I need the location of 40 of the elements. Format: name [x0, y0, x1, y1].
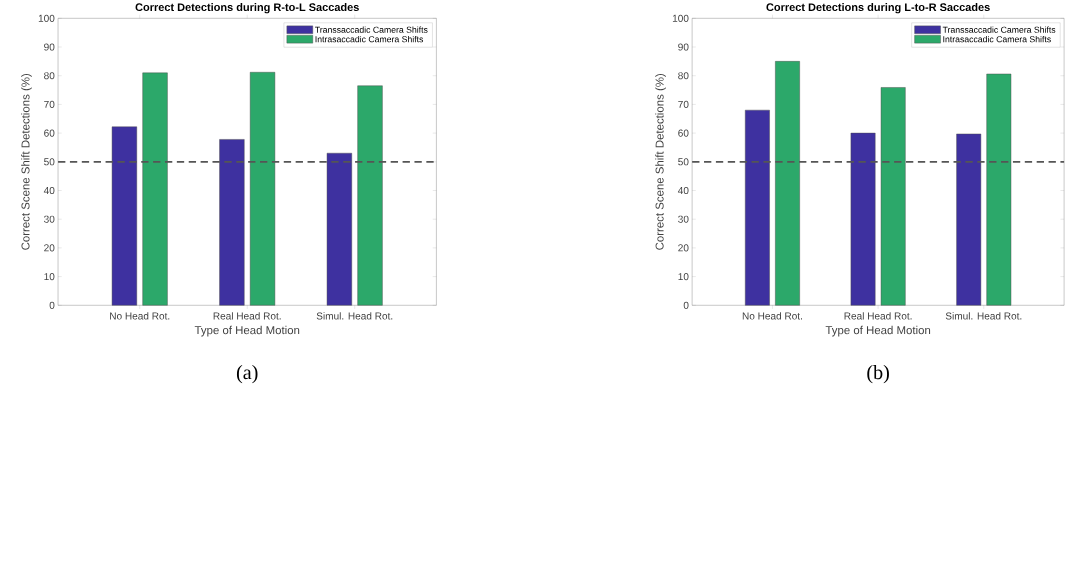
y-tick-label: 90	[678, 43, 689, 51]
y-tick-label: 100	[38, 14, 55, 22]
y-axis-title: Correct Scene Shift Detections (%)	[655, 73, 666, 250]
chart-title: Correct Detections during L-to-R Saccades	[766, 3, 990, 14]
y-tick-label: 70	[44, 100, 55, 108]
y-tick-label: 60	[44, 129, 55, 137]
y-tick-label: 50	[678, 158, 689, 166]
y-tick-label: 30	[44, 215, 55, 223]
x-tick-label: Simul. Head Rot.	[945, 312, 1022, 320]
y-tick-label: 10	[44, 273, 55, 281]
y-tick-label: 100	[672, 14, 689, 22]
text: (a)	[236, 365, 258, 384]
y-tick-label: 0	[683, 301, 689, 309]
x-axis-title: Type of Head Motion	[825, 325, 931, 337]
y-tick-label: 0	[49, 301, 55, 309]
y-tick-label: 10	[678, 273, 689, 281]
y-tick-label: 20	[44, 244, 55, 252]
x-tick-label: No Head Rot.	[742, 312, 802, 320]
y-tick-label: 50	[44, 158, 55, 166]
y-tick-label: 40	[677, 186, 689, 195]
y-tick-label: 80	[44, 72, 55, 80]
text: (b)	[867, 365, 889, 384]
legend-label: Intrasaccadic Camera Shifts	[315, 35, 424, 43]
legend-label: Transsaccadic Camera Shifts	[942, 26, 1056, 33]
x-axis-title: Type of Head Motion	[194, 325, 300, 337]
x-tick-label: Real Head Rot.	[213, 312, 281, 320]
y-tick-label: 70	[678, 100, 689, 108]
y-tick-label: 90	[44, 43, 55, 51]
y-axis-title: Correct Scene Shift Detections (%)	[21, 73, 32, 250]
x-tick-label: Simul. Head Rot.	[316, 312, 393, 320]
y-tick-label: 20	[678, 244, 689, 252]
legend-label: Intrasaccadic Camera Shifts	[943, 35, 1051, 43]
y-tick-label: 60	[678, 129, 689, 137]
y-tick-label: 30	[678, 215, 689, 223]
legend-label: Transsaccadic Camera Shifts	[315, 26, 428, 33]
x-tick-label: No Head Rot.	[110, 312, 170, 320]
y-tick-label: 80	[678, 72, 689, 80]
chart-title: Correct Detections during R-to-L Saccades	[135, 3, 359, 14]
y-tick-label: 40	[43, 186, 55, 195]
x-tick-label: Real Head Rot.	[844, 312, 912, 320]
